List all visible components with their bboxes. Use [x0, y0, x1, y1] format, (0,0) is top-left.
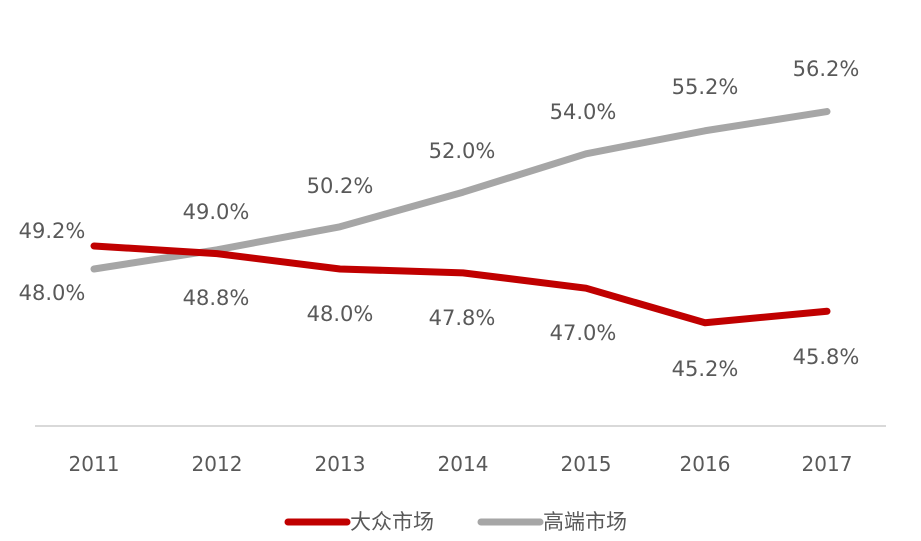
data-label-premium-market: 56.2%: [793, 57, 860, 81]
x-tick-label: 2015: [561, 452, 612, 476]
x-tick-label: 2014: [438, 452, 489, 476]
data-label-premium-market: 54.0%: [550, 100, 617, 124]
data-labels: 49.2% 48.8% 48.0% 47.8% 47.0% 45.2% 45.8% 48.0%…: [19, 57, 860, 381]
legend-label-premium-market: 高端市场: [543, 510, 627, 534]
data-label-mass-market: 47.8%: [429, 306, 496, 330]
data-label-mass-market: 48.0%: [307, 302, 374, 326]
data-label-premium-market: 49.0%: [183, 200, 250, 224]
data-label-premium-market: 50.2%: [307, 174, 374, 198]
legend: 大众市场 高端市场: [284, 510, 627, 534]
data-label-mass-market: 48.8%: [183, 286, 250, 310]
data-label-mass-market: 47.0%: [550, 321, 617, 345]
data-label-mass-market: 45.2%: [672, 357, 739, 381]
x-tick-label: 2016: [680, 452, 731, 476]
data-label-premium-market: 52.0%: [429, 139, 496, 163]
x-tick-label: 2011: [69, 452, 120, 476]
legend-label-mass-market: 大众市场: [350, 510, 434, 534]
data-label-mass-market: 49.2%: [19, 219, 86, 243]
series-line-premium-market: [90, 108, 831, 273]
data-label-premium-market: 48.0%: [19, 281, 86, 305]
data-label-premium-market: 55.2%: [672, 75, 739, 99]
x-tick-label: 2012: [192, 452, 243, 476]
x-tick-label: 2013: [315, 452, 366, 476]
x-axis-ticks: 2011 2012 2013 2014 2015 2016 2017: [69, 452, 853, 476]
data-label-mass-market: 45.8%: [793, 345, 860, 369]
x-tick-label: 2017: [802, 452, 853, 476]
series-line-mass-market: [90, 242, 831, 327]
